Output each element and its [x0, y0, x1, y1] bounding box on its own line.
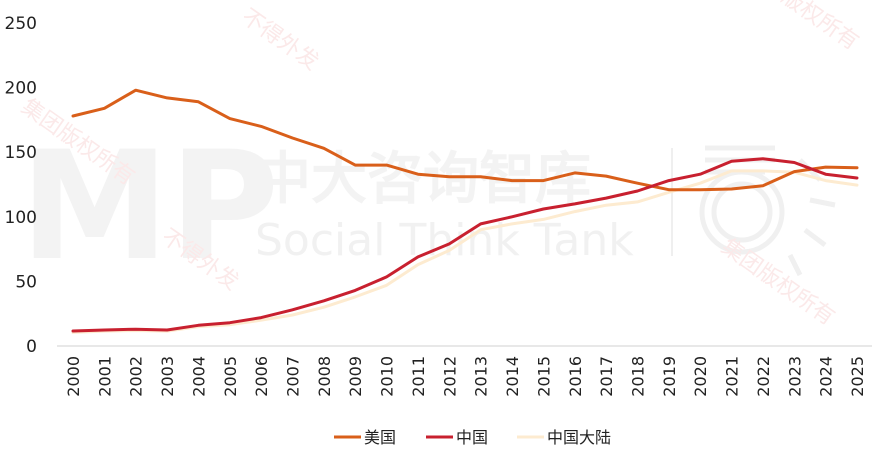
watermark-divider	[671, 148, 673, 256]
legend-label-0: 美国	[364, 428, 396, 447]
x-tick-label: 2005	[221, 356, 240, 397]
x-tick-label: 2000	[64, 356, 83, 397]
x-tick-label: 2020	[691, 356, 710, 397]
x-tick-label: 2002	[127, 356, 146, 397]
x-tick-label: 2019	[660, 356, 679, 397]
legend-label-1: 中国	[456, 428, 488, 447]
watermark: MP 中大咨询智库 Social Think Tank 集团版权所有 不得外发 …	[17, 0, 863, 331]
legend: 美国 中国 中国大陆	[334, 428, 611, 447]
series-line-0	[71, 88, 859, 192]
x-tick-label: 2006	[252, 356, 271, 397]
x-tick-label: 2023	[785, 356, 804, 397]
x-tick-label: 2024	[817, 356, 836, 397]
watermark-diagonal-2: 不得外发	[237, 4, 323, 75]
series-line-1	[71, 157, 859, 333]
x-tick-label: 2021	[723, 356, 742, 397]
y-tick-label: 50	[15, 272, 37, 292]
x-tick-label: 2012	[440, 356, 459, 397]
x-tick-label: 2022	[754, 356, 773, 397]
y-axis: 0 50 100 150 200 250	[5, 14, 37, 357]
watermark-diagonal-4: 版权所有	[777, 0, 863, 55]
x-tick-label: 2014	[503, 356, 522, 397]
watermark-logo: MP	[20, 120, 279, 294]
x-tick-label: 2017	[597, 356, 616, 397]
x-tick-label: 2011	[409, 356, 428, 397]
y-tick-label: 100	[5, 208, 37, 228]
x-tick-label: 2018	[628, 356, 647, 397]
series-layer	[71, 88, 859, 334]
x-tick-label: 2004	[189, 356, 208, 397]
x-tick-label: 2010	[378, 356, 397, 397]
x-tick-label: 2009	[346, 356, 365, 397]
y-tick-label: 150	[5, 143, 37, 163]
watermark-diagonal-5: 集团版权所有	[717, 234, 839, 330]
x-tick-label: 2008	[315, 356, 334, 397]
watermark-name-en: Social Think Tank	[255, 215, 634, 266]
y-tick-label: 200	[5, 79, 37, 99]
x-tick-label: 2016	[566, 356, 585, 397]
y-tick-label: 250	[5, 14, 37, 34]
legend-label-2: 中国大陆	[547, 428, 611, 447]
x-tick-label: 2007	[284, 356, 303, 397]
x-tick-label: 2003	[158, 356, 177, 397]
x-tick-label: 2013	[472, 356, 491, 397]
y-tick-label: 0	[26, 337, 37, 357]
x-tick-label: 2025	[848, 356, 867, 397]
x-axis: 2000 2001 2002 2003 2004 2005 2006 2007 2008 2009…	[64, 356, 867, 397]
x-tick-label: 2001	[95, 356, 114, 397]
x-tick-label: 2015	[534, 356, 553, 397]
